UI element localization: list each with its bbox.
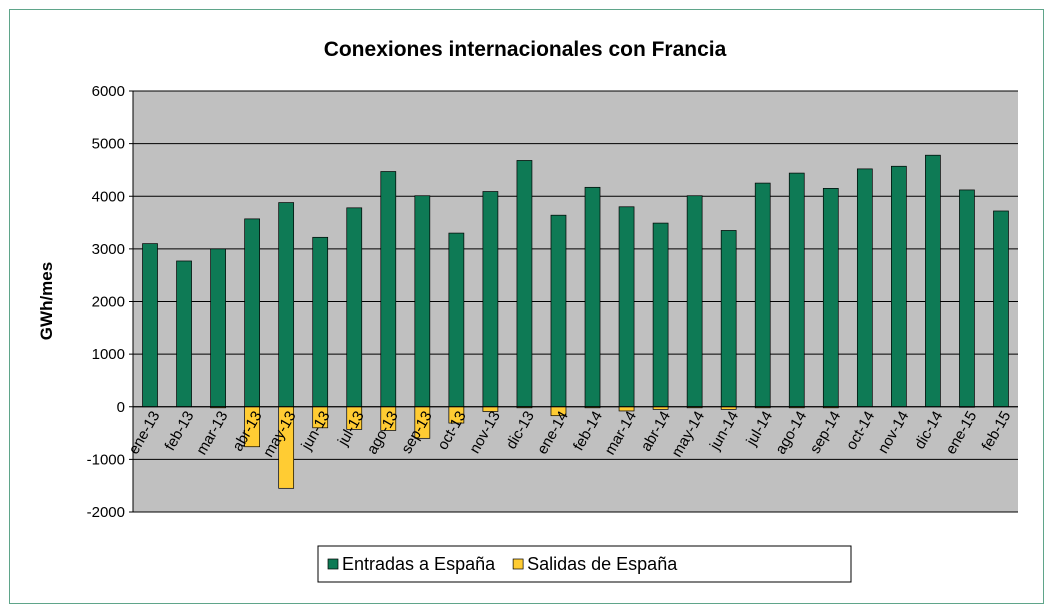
y-tick-label: 6000 — [92, 83, 125, 100]
bar — [993, 210, 1009, 408]
legend-swatch — [512, 558, 524, 570]
bar — [482, 191, 499, 408]
legend-label: Entradas a España — [342, 554, 496, 574]
y-tick-label: 3000 — [92, 241, 125, 258]
y-tick-label: 1000 — [92, 346, 125, 363]
bar — [346, 207, 363, 408]
bar — [584, 186, 601, 408]
bar — [176, 260, 192, 408]
bar — [754, 182, 771, 408]
bar — [414, 195, 431, 408]
bar — [959, 189, 975, 408]
bar — [618, 206, 635, 408]
bar — [720, 230, 737, 408]
bar — [278, 202, 295, 408]
bar — [822, 188, 839, 408]
y-axis-label: GWh/mes — [37, 262, 56, 340]
bar — [448, 232, 465, 408]
y-tick-label: 2000 — [92, 294, 125, 311]
bar — [856, 168, 873, 408]
bar — [891, 165, 907, 408]
bar — [925, 154, 941, 408]
y-tick-label: -1000 — [87, 451, 125, 468]
legend-box — [317, 545, 852, 583]
bar — [312, 236, 329, 408]
bar — [244, 218, 260, 408]
legend-label: Salidas de España — [527, 554, 678, 574]
y-tick-label: 0 — [117, 399, 125, 416]
chart-title: Conexiones internacionales con Francia — [324, 38, 727, 61]
y-tick-label: 5000 — [92, 136, 125, 153]
bar — [210, 248, 226, 408]
bar — [516, 160, 533, 408]
bar — [380, 171, 397, 408]
y-tick-label: 4000 — [92, 188, 125, 205]
legend-swatch — [327, 558, 339, 570]
bar — [550, 214, 567, 408]
bar — [142, 243, 158, 408]
bar — [686, 195, 703, 408]
bar — [788, 172, 805, 408]
bar — [652, 222, 669, 408]
y-tick-label: -2000 — [87, 504, 125, 521]
